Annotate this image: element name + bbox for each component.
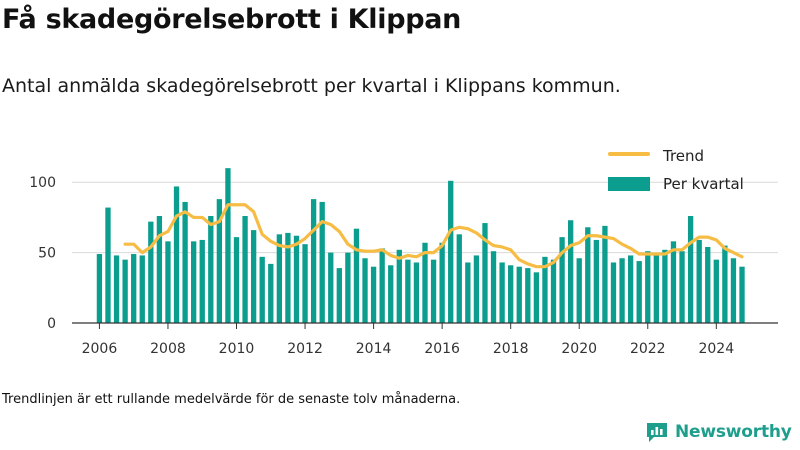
bar-per-kvartal [499, 262, 504, 323]
bar-per-kvartal [465, 262, 470, 323]
footnote: Trendlinjen är ett rullande medelvärde f… [2, 392, 460, 407]
bar-per-kvartal [354, 229, 359, 323]
bar-per-kvartal [148, 222, 153, 323]
bar-per-kvartal [337, 268, 342, 323]
legend-trend-label: Trend [662, 147, 704, 165]
y-tick-label: 0 [47, 316, 56, 332]
bar-per-kvartal [362, 258, 367, 323]
legend-bars-label: Per kvartal [663, 175, 744, 193]
bar-per-kvartal [251, 230, 256, 323]
bar-per-kvartal [611, 262, 616, 323]
bar-per-kvartal [311, 199, 316, 323]
bar-per-kvartal [731, 258, 736, 323]
brand-logo[interactable]: Newsworthy [645, 420, 792, 444]
x-tick-label: 2020 [561, 341, 597, 357]
x-tick-label: 2014 [356, 341, 392, 357]
bar-per-kvartal [645, 251, 650, 323]
bar-per-kvartal [371, 267, 376, 323]
bar-layer [97, 168, 745, 323]
x-tick-label: 2016 [424, 341, 460, 357]
bar-per-kvartal [448, 181, 453, 323]
bar-per-kvartal [234, 237, 239, 323]
bar-per-kvartal [157, 216, 162, 323]
newsworthy-logo-icon [645, 420, 669, 444]
bar-per-kvartal [242, 216, 247, 323]
bar-per-kvartal [628, 255, 633, 323]
bar-per-kvartal [722, 246, 727, 323]
bar-per-kvartal [637, 261, 642, 323]
bar-per-kvartal [122, 260, 127, 323]
bar-per-kvartal [294, 236, 299, 323]
bar-per-kvartal [174, 186, 179, 323]
x-tick-label: 2022 [630, 341, 666, 357]
bar-per-kvartal [697, 240, 702, 323]
bar-per-kvartal [380, 248, 385, 323]
bar-per-kvartal [302, 244, 307, 323]
bar-per-kvartal [714, 260, 719, 323]
legend-bars-swatch [608, 177, 650, 191]
bar-per-kvartal [328, 253, 333, 323]
x-tick-label: 2012 [287, 341, 323, 357]
bar-per-kvartal [619, 258, 624, 323]
bar-per-kvartal [457, 234, 462, 323]
bar-per-kvartal [688, 216, 693, 323]
bar-per-kvartal [131, 254, 136, 323]
bar-per-kvartal [491, 251, 496, 323]
bar-per-kvartal [191, 241, 196, 323]
x-tick-label: 2024 [698, 341, 734, 357]
bar-per-kvartal [568, 220, 573, 323]
bar-per-kvartal [474, 255, 479, 323]
bar-per-kvartal [577, 258, 582, 323]
x-tick-label: 2008 [150, 341, 186, 357]
bar-per-kvartal [345, 253, 350, 323]
bar-per-kvartal [671, 241, 676, 323]
bar-per-kvartal [97, 254, 102, 323]
legend: Trend Per kvartal [608, 147, 744, 193]
x-tick-label: 2018 [493, 341, 529, 357]
bar-per-kvartal [200, 240, 205, 323]
y-tick-label: 50 [38, 246, 56, 262]
bar-per-kvartal [414, 262, 419, 323]
bar-per-kvartal [388, 265, 393, 323]
bar-per-kvartal [208, 216, 213, 323]
bar-per-kvartal [225, 168, 230, 323]
bar-per-kvartal [534, 272, 539, 323]
x-tick-label: 2006 [82, 341, 118, 357]
chart-area: 0 50 100 2006 2008 2010 2012 2014 2016 2018 2020 20… [0, 0, 800, 450]
bar-per-kvartal [551, 260, 556, 323]
bar-per-kvartal [140, 255, 145, 323]
bar-per-kvartal [662, 250, 667, 323]
bar-per-kvartal [517, 267, 522, 323]
bar-per-kvartal [585, 227, 590, 323]
bar-per-kvartal [439, 243, 444, 323]
bar-per-kvartal [431, 260, 436, 323]
bar-per-kvartal [260, 257, 265, 323]
bar-per-kvartal [405, 260, 410, 323]
bar-per-kvartal [277, 234, 282, 323]
brand-name: Newsworthy [675, 422, 792, 442]
legend-trend-swatch [608, 152, 650, 156]
x-tick-label: 2010 [219, 341, 255, 357]
bar-per-kvartal [525, 268, 530, 323]
bar-per-kvartal [182, 202, 187, 323]
bar-per-kvartal [165, 241, 170, 323]
bar-per-kvartal [105, 208, 110, 323]
bar-per-kvartal [594, 240, 599, 323]
y-tick-label: 100 [29, 175, 56, 191]
bar-per-kvartal [114, 255, 119, 323]
bar-per-kvartal [602, 226, 607, 323]
bar-per-kvartal [679, 251, 684, 323]
bar-per-kvartal [397, 250, 402, 323]
bar-per-kvartal [705, 247, 710, 323]
bar-per-kvartal [508, 265, 513, 323]
bar-per-kvartal [654, 253, 659, 323]
bar-per-kvartal [268, 264, 273, 323]
bar-per-kvartal [739, 267, 744, 323]
